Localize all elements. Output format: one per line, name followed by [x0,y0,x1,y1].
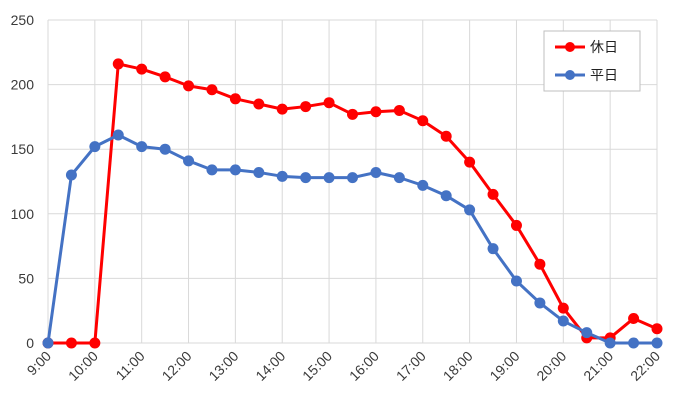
data-point-weekday [417,179,429,191]
data-point-weekday [300,172,312,184]
data-point-weekday [604,337,616,349]
data-point-holiday [464,156,476,168]
data-point-holiday [393,104,405,116]
data-point-holiday [89,337,101,349]
data-point-holiday [534,258,546,270]
y-tick-label: 50 [18,270,34,286]
data-point-holiday [417,115,429,127]
data-point-weekday [393,172,405,184]
data-point-holiday [206,84,218,96]
data-point-weekday [183,155,195,167]
data-point-weekday [651,337,663,349]
data-point-holiday [229,93,241,105]
legend-marker-weekday [565,70,575,80]
legend-label-weekday: 平日 [590,67,618,83]
data-point-holiday [347,108,358,120]
data-point-weekday [464,204,476,216]
y-axis-tick-labels: 0 50 100 150 200 250 [11,12,35,351]
data-point-weekday [534,297,546,309]
series-group [42,58,663,349]
y-tick-label: 250 [11,12,35,28]
data-point-holiday [183,80,195,92]
data-point-weekday [89,141,101,153]
data-point-weekday [440,190,452,202]
data-point-weekday [347,172,358,184]
data-point-weekday [136,141,148,153]
data-point-holiday [557,302,569,314]
y-tick-label: 0 [26,335,34,351]
data-point-weekday [323,172,335,184]
data-point-weekday [557,315,569,327]
data-point-holiday [370,106,382,118]
data-point-holiday [323,97,335,109]
data-point-holiday [112,58,124,70]
data-point-holiday [65,337,77,349]
data-point-holiday [651,323,663,335]
data-point-weekday [628,337,640,349]
data-point-holiday [440,130,452,142]
data-point-weekday [487,243,499,255]
legend-label-holiday: 休日 [590,39,618,55]
data-point-holiday [487,188,499,200]
data-point-weekday [229,164,241,176]
data-point-holiday [276,103,288,115]
data-point-weekday [206,164,218,176]
data-point-holiday [300,101,312,113]
legend: 休日 平日 [543,30,641,92]
data-point-holiday [253,98,265,110]
y-tick-label: 200 [11,77,35,93]
data-point-weekday [253,166,265,178]
legend-marker-holiday [565,42,575,52]
data-point-weekday [112,129,124,141]
data-point-weekday [581,327,593,339]
data-point-weekday [159,143,171,155]
data-point-holiday [628,312,640,324]
data-point-weekday [510,275,522,287]
y-tick-label: 150 [11,141,35,157]
data-point-weekday [370,166,382,178]
data-point-weekday [42,337,54,349]
legend-box [543,30,641,92]
data-point-weekday [65,169,77,181]
data-point-holiday [136,63,148,75]
data-point-holiday [510,219,522,231]
data-point-weekday [276,170,288,182]
y-tick-label: 100 [11,206,35,222]
data-point-holiday [159,71,171,83]
